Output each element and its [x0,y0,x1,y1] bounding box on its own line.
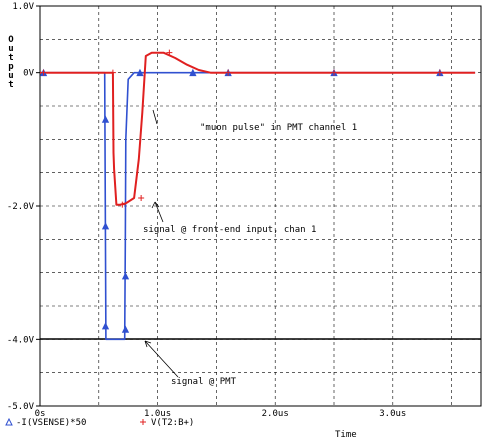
annotation-front-end-arrow [154,201,164,223]
series-2-point [436,69,443,76]
annotation-muon-arrow [152,109,158,125]
x-tick-label: 1.0us [144,409,171,419]
x-tick-label: 0s [35,409,46,419]
series-2-point [119,201,126,208]
legend-series-2-name: V(T2:B+) [151,418,194,428]
x-tick-label: 3.0us [379,409,406,419]
y-axis-label-letter: t [8,53,13,63]
series-2-point [109,69,116,76]
series-2-point [138,195,145,201]
y-tick-label: -2.0V [7,202,35,212]
y-axis-label-letter: p [8,62,14,72]
annotation-pmt-arrow [144,340,179,378]
legend-marker-plus [140,419,146,425]
series-1-point [101,222,110,230]
series-1-point [189,68,197,77]
x-axis-label: Time [335,430,357,440]
series-1-point [136,68,144,77]
series-line-2 [40,51,476,206]
legend: -I(VSENSE)*50 V(T2:B+) [5,417,194,428]
annotation-front-end: signal @ front-end input, chan 1 [143,225,316,235]
annotation-muon-pulse: "muon pulse" in PMT channel 1 [200,123,357,133]
series-1-point [121,272,130,280]
series-group [39,49,476,341]
legend-marker-triangle [5,417,13,426]
y-tick-label: 0V [23,69,34,79]
y-tick-label: -4.0V [7,335,35,345]
y-tick-labels: 1.0V 0V -2.0V -4.0V -5.0V [7,2,40,412]
y-axis-label-letter: u [8,44,13,54]
series-2-point [166,49,173,56]
series-2-point [40,69,47,76]
y-axis-label-letter: t [8,80,13,90]
series-2-point [225,69,232,76]
y-tick-label: -5.0V [7,402,35,412]
annotation-front-end-arrowhead [151,201,160,209]
y-axis-label-letter: O [8,35,14,45]
legend-series-1-name: -I(VSENSE)*50 [16,418,86,428]
series-1-point [101,115,110,123]
annotation-pmt-arrowhead [144,340,152,348]
x-tick-label: 2.0us [262,409,289,419]
series-1-point [121,325,130,333]
y-tick-label: 1.0V [12,2,34,12]
series-1-point [101,322,110,330]
annotation-pmt: signal @ PMT [171,377,237,387]
x-tick-labels: 0s 1.0us 2.0us 3.0us [35,409,407,419]
series-2-point [331,69,337,76]
y-axis-label-letter: u [8,71,13,81]
